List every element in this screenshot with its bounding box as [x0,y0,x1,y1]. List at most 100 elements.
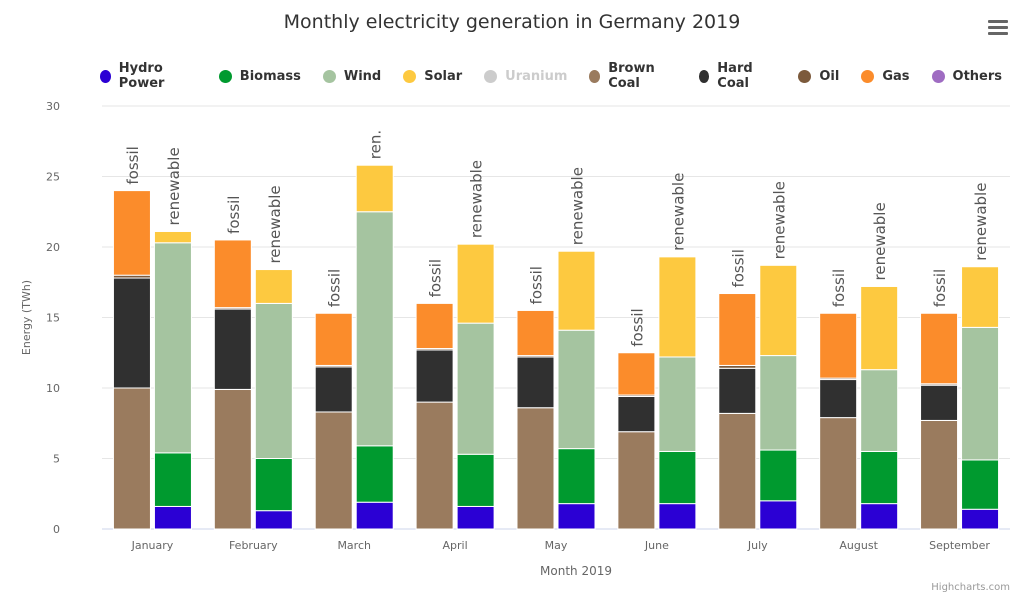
stack-label: renewable [770,181,788,259]
legend-label: Others [952,68,1003,84]
bar-segment-hard-coal [213,308,252,390]
legend-label: Biomass [239,68,301,84]
legend-item-hard-coal[interactable]: Hard Coal [698,61,777,91]
bar-segment-biomass [355,445,394,503]
y-tick-label: 5 [53,453,60,466]
bar-segment-brown-coal [415,401,454,530]
bar-segment-wind [658,356,697,452]
stack-label: fossil [830,269,848,307]
bar-segment-gas [415,302,454,350]
legend-marker-icon [698,69,710,83]
y-tick-label: 15 [46,312,60,325]
legend-item-uranium[interactable]: Uranium [484,69,567,84]
bar-segment-wind [860,369,899,452]
stack-label: fossil [124,146,142,184]
x-axis-title: Month 2019 [540,564,612,578]
hamburger-menu-icon[interactable] [988,20,1008,36]
stack-label: fossil [931,269,949,307]
y-axis-title: Energy (TWh) [20,280,33,355]
y-tick-label: 20 [46,241,60,254]
stack-label: fossil [528,266,546,304]
stack-label: fossil [628,308,646,346]
bar-segment-solar [557,250,596,331]
legend-marker-icon [589,69,601,83]
bar-segment-solar [456,243,495,324]
y-tick-label: 30 [46,100,60,113]
bar-segment-wind [153,242,192,454]
chart-title: Monthly electricity generation in German… [283,11,741,33]
bar-segment-hydro-power [860,503,899,530]
x-tick-label: September [929,539,990,552]
bar-segment-gas [112,190,151,276]
x-tick-label: March [337,539,371,552]
bar-segment-hydro-power [456,505,495,530]
bar-segment-biomass [860,450,899,505]
bar-segment-hydro-power [254,510,293,530]
stack-label: renewable [871,202,889,280]
stack-label: renewable [266,185,284,263]
bar-segment-gas [516,309,555,357]
bar-segment-brown-coal [112,387,151,530]
bar-segment-hydro-power [759,500,798,530]
bar-segment-brown-coal [617,431,656,530]
legend-item-solar[interactable]: Solar [403,69,462,84]
legend-marker-icon [100,69,111,83]
legend-item-others[interactable]: Others [931,68,1003,84]
y-tick-label: 10 [46,382,60,395]
bar-segment-biomass [456,453,495,507]
y-tick-label: 25 [46,171,60,184]
stack-label: fossil [326,269,344,307]
legend-label: Hydro Power [118,61,165,91]
bar-segment-wind [254,302,293,459]
legend-marker-icon [218,69,232,83]
bar-segment-hydro-power [153,505,192,530]
legend-item-biomass[interactable]: Biomass [218,68,301,84]
bar-segment-gas [718,293,757,366]
bar-segment-gas [213,239,252,309]
stack-label: fossil [427,259,445,297]
x-tick-label: August [839,539,878,552]
bar-segment-gas [920,312,959,385]
legend-marker-icon [798,69,812,83]
legend: Hydro Power Biomass Wind Solar Uranium Brown … [100,61,1024,91]
bar-segment-hard-coal [718,367,757,414]
legend-marker-icon [484,69,498,83]
stack-label: fossil [729,249,747,287]
legend-label: Uranium [505,68,568,84]
bar-segment-wind [961,326,1000,461]
x-tick-label: May [545,539,568,552]
bar-segment-solar [153,230,192,244]
credits-link[interactable]: Highcharts.com [931,582,1010,593]
legend-item-oil[interactable]: Oil [798,69,839,84]
y-tick-label: 0 [53,523,60,536]
bar-segment-hard-coal [314,366,353,413]
bar-segment-gas [314,312,353,366]
bar-segment-hard-coal [415,349,454,403]
legend-label: Wind [343,68,382,84]
x-tick-label: February [229,539,278,552]
stack-label: renewable [972,183,990,261]
x-tick-label: January [131,539,174,552]
bar-segment-biomass [153,452,192,507]
bar-segment-wind [759,355,798,451]
bar-segment-gas [617,352,656,396]
bar-segment-brown-coal [718,412,757,530]
x-tick-label: July [747,539,768,552]
legend-label: Brown Coal [608,61,655,91]
legend-item-brown-coal[interactable]: Brown Coal [589,61,676,91]
bar-segment-hard-coal [617,395,656,433]
bar-segment-hard-coal [516,356,555,409]
bar-segment-biomass [759,449,798,502]
bar-segment-brown-coal [920,419,959,530]
bar-segment-hard-coal [819,379,858,419]
legend-marker-icon [931,69,945,83]
bar-segment-biomass [658,450,697,505]
legend-item-gas[interactable]: Gas [861,69,910,84]
legend-label: Oil [819,68,840,84]
bar-segment-solar [254,269,293,304]
bar-segment-wind [557,329,596,450]
legend-item-wind[interactable]: Wind [322,68,382,84]
legend-label: Hard Coal [717,61,753,91]
legend-item-hydro-power[interactable]: Hydro Power [100,61,197,91]
